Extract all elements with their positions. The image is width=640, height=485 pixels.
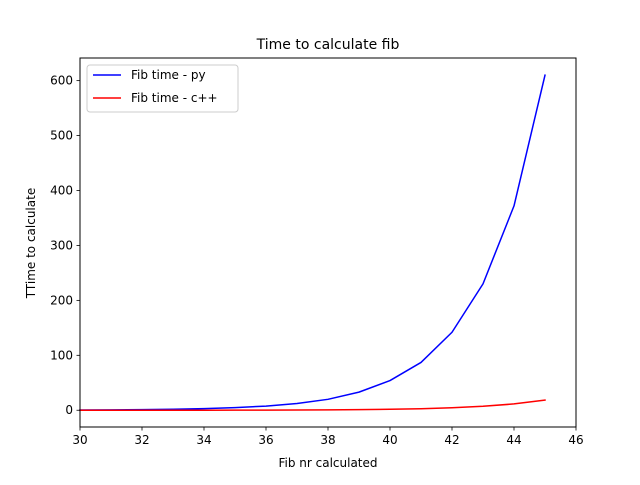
y-tick-label: 300 [50,238,73,252]
y-tick-label: 500 [50,129,73,143]
legend-label-cpp: Fib time - c++ [131,91,218,105]
x-tick-label: 46 [568,433,583,447]
x-tick-label: 40 [382,433,397,447]
x-tick-label: 34 [196,433,211,447]
y-axis-ticks: 0 100 200 300 400 500 600 [50,74,80,417]
plot-frame [79,57,577,428]
series-line-0 [79,74,546,411]
legend-label-py: Fib time - py [131,68,206,82]
y-tick-label: 0 [65,403,73,417]
legend-box [86,64,239,113]
y-tick-label: 200 [50,293,73,307]
x-tick-label: 30 [72,433,87,447]
x-tick-label: 38 [320,433,335,447]
x-tick-label: 42 [444,433,459,447]
x-axis-ticks: 30 32 34 36 38 40 42 44 46 [72,427,584,447]
legend: Fib time - py Fib time - c++ [86,64,239,113]
x-tick-label: 36 [258,433,273,447]
y-tick-label: 600 [50,74,73,88]
y-tick-label: 100 [50,348,73,362]
series-line-1 [79,399,546,411]
plot-lines [79,74,546,411]
x-tick-label: 32 [134,433,149,447]
y-tick-label: 400 [50,184,73,198]
x-axis-label: Fib nr calculated [278,456,377,470]
x-tick-label: 44 [506,433,521,447]
chart-title: Time to calculate fib [256,37,400,53]
y-axis-label: TTime to calculate [24,188,38,299]
